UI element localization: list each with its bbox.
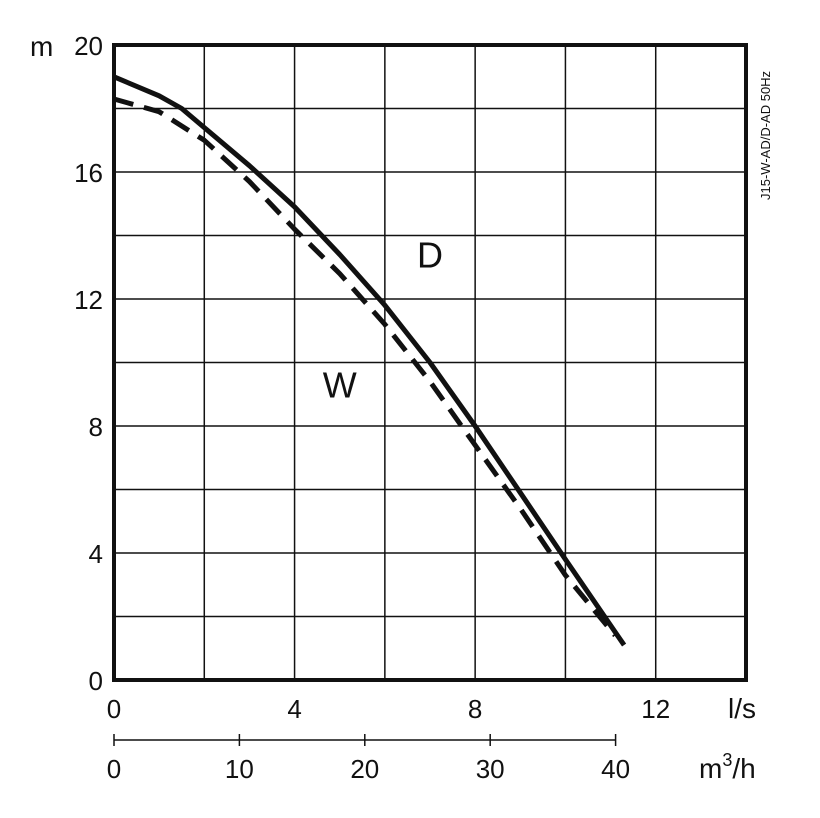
y-tick-label: 0 [89,666,103,696]
x-unit-label: l/s [728,693,756,724]
x2-tick-label: 10 [225,754,254,784]
y-tick-label: 20 [74,31,103,61]
x2-unit-suffix: /h [732,753,755,784]
curve-label-d: D [417,234,443,275]
y-tick-label: 12 [74,285,103,315]
y-tick-label: 4 [89,539,103,569]
y-tick-label: 16 [74,158,103,188]
curves [113,74,627,647]
x2-tick-label: 30 [476,754,505,784]
x-tick-label: 0 [107,694,121,724]
x-tick-label: 4 [287,694,301,724]
series-line-d [113,74,627,647]
series-line-w [113,96,618,638]
x2-unit-sup: 3 [722,750,732,770]
x2-tick-label: 20 [350,754,379,784]
y-unit-label: m [30,31,53,62]
x-tick-label: 8 [468,694,482,724]
y-tick-label: 8 [89,412,103,442]
x2-unit-label: m3/h [699,750,756,784]
x2-unit-prefix: m [699,753,722,784]
annotations: DW [323,234,443,405]
model-label: J15-W-AD/D-AD 50Hz [758,71,773,200]
x-tick-label: 12 [641,694,670,724]
plot-frame [112,43,748,682]
x2-tick-label: 40 [601,754,630,784]
x2-tick-label: 0 [107,754,121,784]
curve-label-w: W [323,364,357,405]
axes: m l/s m3/h J15-W-AD/D-AD 50Hz [30,31,773,784]
grid [114,45,746,680]
ticks: 0 4 8 12 16 20 0 4 8 12 0 10 20 30 40 [74,31,670,784]
